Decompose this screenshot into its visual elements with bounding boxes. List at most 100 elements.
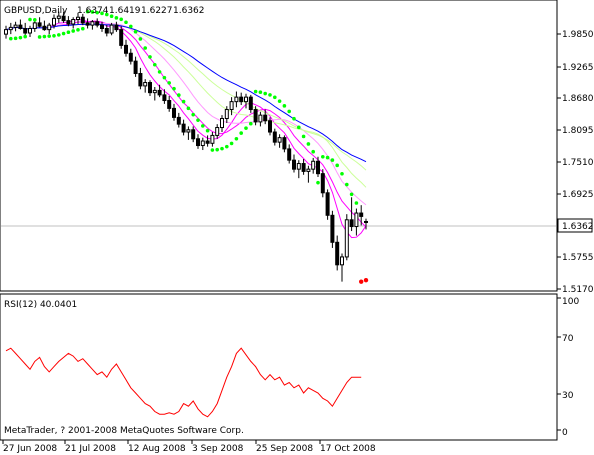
sar-dot [249, 121, 253, 126]
candle-body [162, 94, 167, 102]
candle-body [244, 96, 248, 103]
sar-dot [273, 95, 277, 100]
sar-dot [33, 18, 37, 22]
sar-dot [52, 33, 56, 38]
sar-dot [23, 34, 28, 39]
candle-body [301, 163, 306, 172]
reversal-dot [363, 277, 369, 283]
candle-body [272, 131, 277, 143]
candle-body [359, 212, 364, 217]
candle-body [90, 21, 95, 26]
parabolic-sar-dots [9, 9, 359, 205]
sar-dot [258, 90, 263, 94]
sar-dot [162, 75, 167, 80]
price-tick-label: 1.8095 [562, 126, 594, 136]
price-tick-label: 1.9265 [562, 63, 594, 73]
candle-body [167, 100, 172, 109]
candle-body [224, 109, 229, 120]
sar-dot [345, 182, 349, 187]
sar-dot [201, 124, 205, 128]
candle-body [220, 118, 224, 129]
sar-dot [124, 20, 128, 25]
candle-body [335, 241, 340, 266]
candle-body [143, 82, 148, 87]
candle-body [157, 89, 162, 96]
sar-dot [148, 55, 152, 59]
candle-body [13, 24, 18, 28]
sar-dot [100, 11, 104, 16]
candle-body [349, 219, 354, 228]
candle-body [8, 26, 13, 31]
sar-dot [268, 93, 272, 97]
candle-body [109, 24, 114, 34]
moving-average-line [5, 18, 367, 239]
candle-body [4, 29, 8, 35]
rsi-tick-label: 30 [562, 391, 574, 401]
candle-body [23, 28, 28, 34]
sar-dot [153, 62, 157, 67]
candle-body [277, 137, 282, 143]
time-tick-label: 25 Sep 2008 [256, 444, 313, 454]
sar-dot [186, 106, 191, 111]
candle-body [128, 52, 133, 62]
time-tick-label: 21 Jul 2008 [65, 444, 116, 454]
sar-dot [301, 134, 306, 139]
sar-dot [81, 26, 85, 31]
candle-body [32, 22, 37, 30]
sar-dot [57, 33, 61, 37]
candle-body [325, 192, 330, 216]
sar-dot [138, 37, 143, 41]
rsi-panel-background [0, 293, 558, 441]
time-tick-label: 27 Jun 2008 [3, 444, 57, 454]
sar-dot [335, 163, 340, 168]
candle-body [52, 17, 56, 26]
candle-body [205, 140, 210, 144]
candle-body [138, 73, 143, 87]
time-axis: 27 Jun 2008 21 Jul 2008 12 Aug 2008 3 Se… [2, 440, 376, 454]
sar-dot [297, 125, 301, 130]
price-tick-label: 1.7510 [562, 158, 594, 168]
chart-header-open: 1.6374 [77, 6, 109, 16]
candle-body [152, 89, 157, 94]
time-tick-label: 3 Sep 2008 [192, 444, 244, 454]
price-chart[interactable]: GBPUSD,Daily 1.6374 1.6419 1.6227 1.6362 [0, 0, 558, 292]
sar-dot [95, 10, 99, 15]
time-tick-label: 12 Aug 2008 [128, 444, 186, 454]
candle-body [191, 129, 196, 140]
candle-body [104, 28, 109, 34]
candle-body [234, 96, 239, 103]
candle-body [196, 138, 200, 147]
sar-dot [282, 104, 287, 108]
rsi-tick-label: 70 [562, 334, 574, 344]
reversal-dots [359, 277, 369, 284]
moving-average-line [5, 23, 367, 163]
sar-dot [143, 46, 147, 50]
candle-body [306, 168, 311, 172]
candle-body [354, 212, 359, 228]
candle-body [124, 44, 128, 54]
sar-dot [76, 28, 80, 32]
sar-dot [85, 9, 90, 14]
candle-body [320, 173, 325, 194]
candle-body [364, 220, 368, 223]
candle-body [71, 19, 76, 25]
sar-dot [277, 99, 282, 103]
candle-body [210, 134, 215, 144]
sar-dot [61, 31, 66, 36]
rsi-panel[interactable]: RSI(12) 40.0401 MetaTrader, ? 2001-2008 … [0, 293, 558, 441]
sar-dot [90, 10, 95, 14]
sar-dot [133, 29, 138, 34]
sar-dot [66, 30, 71, 35]
candle-body [176, 116, 181, 125]
candle-body [200, 140, 205, 147]
candle-body [47, 24, 52, 31]
candle-body [316, 160, 320, 175]
sar-dot [349, 192, 354, 197]
chart-header-symbol: GBPUSD,Daily [4, 6, 68, 16]
chart-header-low: 1.6227 [141, 6, 173, 16]
candle-body [340, 256, 344, 266]
price-tick-label: 1.6925 [562, 190, 594, 200]
moving-average-line [5, 20, 367, 228]
sar-dot [321, 154, 325, 159]
